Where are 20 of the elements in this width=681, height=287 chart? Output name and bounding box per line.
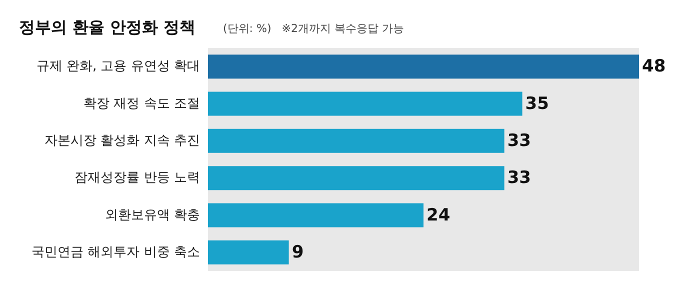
data-label: 24 bbox=[426, 205, 450, 226]
bar bbox=[208, 92, 522, 116]
chart-title: 정부의 환율 안정화 정책 bbox=[19, 18, 196, 36]
data-label: 33 bbox=[507, 168, 531, 188]
bar bbox=[208, 128, 504, 153]
data-label: 33 bbox=[507, 130, 531, 151]
bar bbox=[208, 240, 289, 264]
data-label: 9 bbox=[292, 242, 304, 262]
bar bbox=[208, 54, 639, 79]
y-tick-label: 규제 완화, 고용 유연성 확대 bbox=[36, 59, 200, 74]
bar bbox=[208, 203, 424, 228]
y-tick-label: 국민연금 해외투자 비중 축소 bbox=[32, 244, 200, 260]
y-tick-label: 잠재성장률 반등 노력 bbox=[74, 170, 200, 186]
y-tick-label: 자본시장 활성화 지속 추진 bbox=[44, 133, 200, 148]
data-label: 35 bbox=[525, 94, 549, 114]
bar bbox=[208, 166, 504, 190]
y-tick-label: 확장 재정 속도 조절 bbox=[84, 96, 200, 112]
y-tick-label: 외환보유액 확충 bbox=[104, 208, 200, 223]
text: (단위: %) ※2개까지 복수응답 가능 bbox=[223, 22, 404, 35]
data-label: 48 bbox=[642, 56, 666, 77]
